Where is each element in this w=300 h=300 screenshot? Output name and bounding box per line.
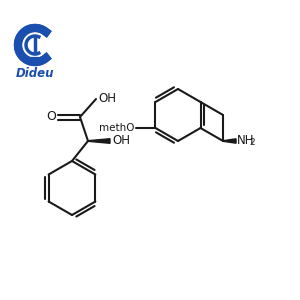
Text: Dideu: Dideu <box>16 67 54 80</box>
Text: OH: OH <box>98 92 116 106</box>
Text: methO: methO <box>100 123 135 133</box>
Polygon shape <box>223 139 236 143</box>
Circle shape <box>23 33 47 57</box>
Text: NH: NH <box>237 134 254 146</box>
Text: O: O <box>46 110 56 124</box>
Polygon shape <box>88 139 110 143</box>
Text: OH: OH <box>112 134 130 148</box>
Text: 2: 2 <box>250 138 255 147</box>
